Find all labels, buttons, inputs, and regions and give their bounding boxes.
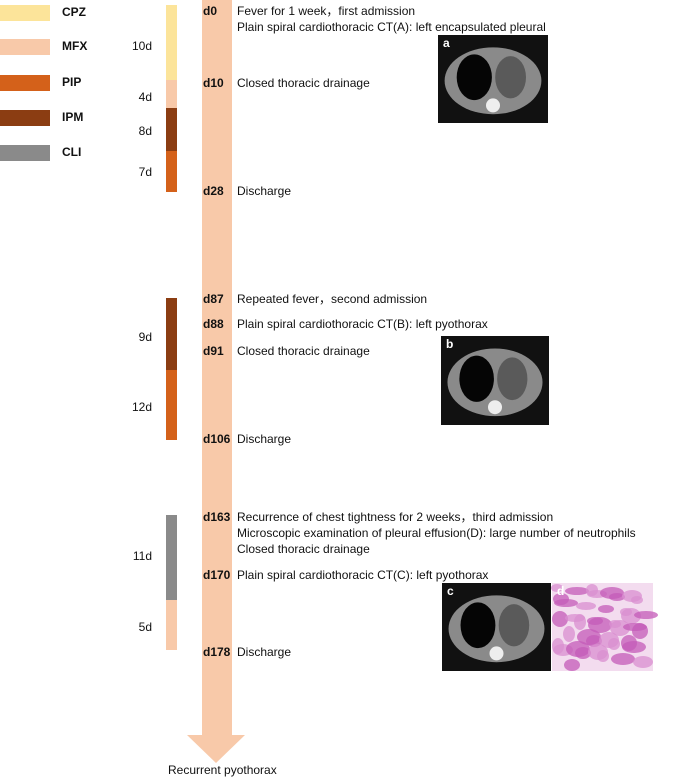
ct-image: a bbox=[438, 35, 548, 123]
legend-label: PIP bbox=[62, 75, 81, 89]
image-label: c bbox=[447, 584, 454, 598]
stain bbox=[622, 590, 642, 602]
event-text: Recurrence of chest tightness for 2 week… bbox=[237, 510, 553, 524]
legend-swatch bbox=[0, 145, 50, 161]
lung bbox=[498, 604, 530, 647]
stain bbox=[600, 587, 624, 599]
drug-segment bbox=[166, 370, 177, 440]
drug-segment bbox=[166, 5, 177, 80]
day-label: d87 bbox=[203, 292, 224, 306]
stain bbox=[551, 584, 563, 592]
stain bbox=[598, 605, 614, 613]
stain bbox=[552, 611, 568, 627]
drug-segment bbox=[166, 515, 177, 600]
event-text: Plain spiral cardiothoracic CT(A): left … bbox=[237, 20, 546, 34]
event-text: Repeated fever，second admission bbox=[237, 292, 427, 306]
legend-swatch bbox=[0, 39, 50, 55]
stain bbox=[621, 635, 637, 651]
stain bbox=[577, 629, 601, 645]
timeline-arrow-shaft bbox=[202, 0, 232, 736]
legend-swatch bbox=[0, 75, 50, 91]
stain bbox=[609, 620, 621, 628]
spine bbox=[489, 646, 504, 661]
day-label: d106 bbox=[203, 432, 231, 446]
drug-segment bbox=[166, 151, 177, 192]
duration-label: 12d bbox=[132, 400, 152, 414]
stain bbox=[566, 641, 590, 657]
event-text: Discharge bbox=[237, 432, 291, 446]
outcome: Recurrent pyothorax bbox=[168, 763, 277, 777]
legend-label: CPZ bbox=[62, 5, 86, 19]
duration-label: 9d bbox=[139, 330, 152, 344]
day-label: d91 bbox=[203, 344, 224, 358]
lung bbox=[460, 602, 496, 649]
stain bbox=[552, 638, 564, 654]
lung bbox=[495, 56, 526, 99]
drug-segment bbox=[166, 600, 177, 650]
ct-image: c bbox=[442, 583, 551, 671]
ct-image: b bbox=[441, 336, 549, 425]
stain bbox=[633, 656, 653, 668]
event-text: Closed thoracic drainage bbox=[237, 344, 370, 358]
stain bbox=[586, 584, 598, 596]
image-label: a bbox=[443, 36, 450, 50]
stain bbox=[587, 617, 603, 625]
legend-swatch bbox=[0, 110, 50, 126]
stain bbox=[565, 614, 585, 622]
stain bbox=[620, 608, 632, 616]
lung bbox=[459, 355, 494, 402]
stain bbox=[564, 659, 580, 671]
lung bbox=[497, 357, 528, 401]
duration-label: 8d bbox=[139, 124, 152, 138]
day-label: d170 bbox=[203, 568, 231, 582]
duration-label: 10d bbox=[132, 39, 152, 53]
day-label: d28 bbox=[203, 184, 224, 198]
stain bbox=[611, 653, 635, 665]
stain bbox=[588, 644, 608, 660]
event-text: Discharge bbox=[237, 645, 291, 659]
spine bbox=[488, 400, 502, 415]
day-label: d178 bbox=[203, 645, 231, 659]
event-text: Microscopic examination of pleural effus… bbox=[237, 526, 636, 540]
spine bbox=[486, 98, 500, 113]
stain bbox=[563, 626, 575, 642]
drug-segment bbox=[166, 80, 177, 108]
legend-label: CLI bbox=[62, 145, 81, 159]
image-label: d bbox=[557, 584, 564, 598]
event-text: Fever for 1 week，first admission bbox=[237, 4, 415, 18]
timeline-arrow-head bbox=[187, 735, 245, 763]
event-text: Closed thoracic drainage bbox=[237, 76, 370, 90]
day-label: d88 bbox=[203, 317, 224, 331]
stain bbox=[634, 611, 658, 619]
duration-label: 4d bbox=[139, 90, 152, 104]
duration-label: 11d bbox=[133, 549, 152, 563]
drug-segment bbox=[166, 108, 177, 151]
duration-label: 7d bbox=[139, 165, 152, 179]
stain bbox=[623, 623, 647, 631]
stain bbox=[576, 602, 596, 610]
stain bbox=[553, 593, 569, 605]
day-label: d10 bbox=[203, 76, 224, 90]
histology-image: d bbox=[551, 583, 658, 671]
day-label: d163 bbox=[203, 510, 231, 524]
stain bbox=[599, 632, 619, 648]
event-text: Plain spiral cardiothoracic CT(C): left … bbox=[237, 568, 488, 582]
stain bbox=[565, 587, 589, 595]
image-label: b bbox=[446, 337, 453, 351]
legend-swatch bbox=[0, 5, 50, 21]
drug-segment bbox=[166, 298, 177, 370]
legend-label: MFX bbox=[62, 39, 87, 53]
day-label: d0 bbox=[203, 4, 217, 18]
event-text: Closed thoracic drainage bbox=[237, 542, 370, 556]
event-text: Plain spiral cardiothoracic CT(B): left … bbox=[237, 317, 488, 331]
lung bbox=[456, 54, 492, 101]
legend-label: IPM bbox=[62, 110, 83, 124]
duration-label: 5d bbox=[139, 620, 152, 634]
event-text: Discharge bbox=[237, 184, 291, 198]
